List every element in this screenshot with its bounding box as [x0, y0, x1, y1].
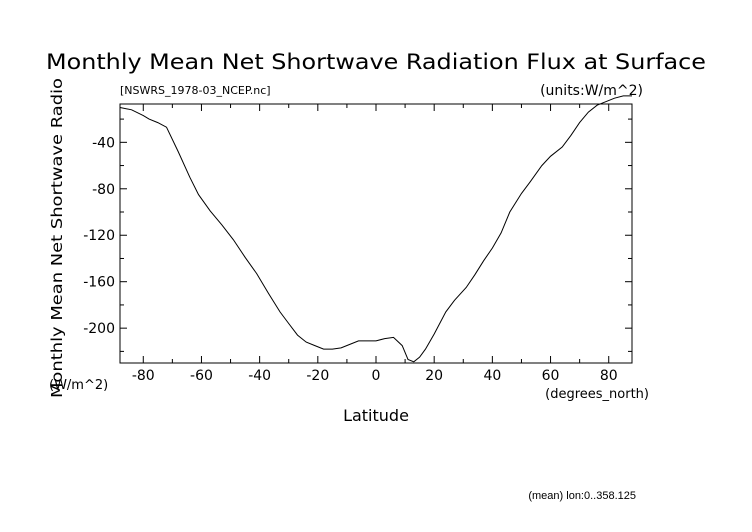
- x-tick-label: -20: [306, 368, 329, 384]
- x-tick-label: 40: [483, 368, 501, 384]
- file-label: [NSWRS_1978-03_NCEP.nc]: [120, 84, 271, 97]
- chart-title: Monthly Mean Net Shortwave Radiation Flu…: [46, 50, 706, 74]
- y-axis-label: Monthly Mean Net Shortwave Radio: [48, 78, 66, 398]
- y-tick-label: -160: [83, 275, 115, 291]
- footnote: (mean) lon:0..358.125: [528, 490, 636, 502]
- series-line-nswrs: [119, 95, 632, 363]
- x-tick-label: 80: [600, 368, 618, 384]
- y-tick-label: -80: [92, 182, 115, 198]
- y-axis-units: (W/m^2): [49, 378, 108, 393]
- x-axis-label: Latitude: [343, 406, 409, 425]
- plot-frame: [119, 103, 633, 364]
- x-axis-ticks: -80 -60 -40 -20 0 20 40 60 80: [132, 104, 618, 384]
- x-tick-label: 20: [425, 368, 443, 384]
- x-tick-label: 0: [372, 368, 381, 384]
- y-tick-label: -120: [83, 228, 115, 244]
- x-axis-units: (degrees_north): [545, 387, 649, 402]
- x-tick-label: -80: [132, 368, 155, 384]
- x-tick-label: 60: [542, 368, 560, 384]
- y-tick-label: -40: [92, 135, 115, 151]
- units-label: (units:W/m^2): [540, 83, 643, 99]
- y-tick-label: -200: [83, 321, 115, 337]
- y-axis-ticks: -40 -80 -120 -160 -200: [83, 118, 632, 352]
- x-tick-label: -60: [190, 368, 213, 384]
- x-tick-label: -40: [248, 368, 271, 384]
